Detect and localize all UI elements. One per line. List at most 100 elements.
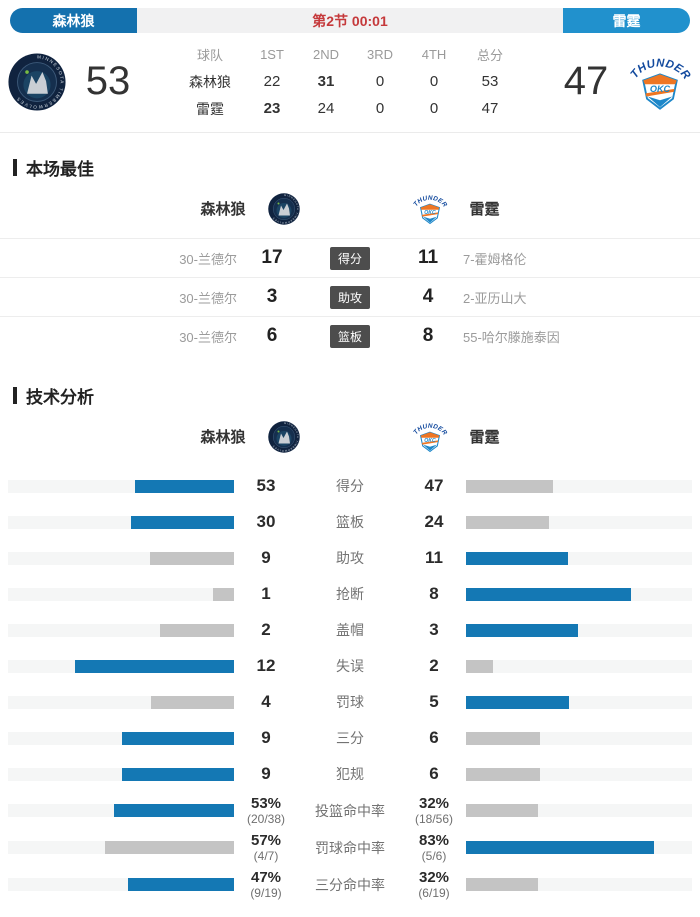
best-stat-badge: 篮板 xyxy=(329,324,370,348)
stat-away-value: 5 xyxy=(429,692,439,712)
stat-bar-away xyxy=(466,587,632,601)
home-team-tab[interactable]: 森林狼 xyxy=(10,8,137,33)
stat-bar-home xyxy=(122,731,234,745)
title-bar-mark xyxy=(13,158,17,176)
best-stat-badge-wrap: 得分 xyxy=(307,246,393,270)
quarters-score-cell: 0 xyxy=(375,73,385,90)
quarters-score-cell: 0 xyxy=(375,100,385,117)
best-section-title: 本场最佳 xyxy=(0,157,700,179)
stat-bar-home-track xyxy=(8,767,234,781)
stat-bar-away-track xyxy=(466,695,692,709)
thunder-logo-icon xyxy=(412,192,448,225)
stat-row: 47% (9/19) 三分命中率 32% (6/19) xyxy=(8,866,692,903)
stat-label: 三分命中率 xyxy=(315,876,385,893)
stat-row: 9 犯规 6 xyxy=(8,756,692,792)
scoreboard: 53 球队 1ST 2ND 3RD 4TH 总分 森林狼 22 31 0 0 53 雷霆 23 24 0 0 47… xyxy=(0,33,700,133)
stat-bar-away-track xyxy=(466,587,692,601)
stat-away-pct: 83% xyxy=(418,831,450,849)
stat-home-detail: (9/19) xyxy=(250,885,282,900)
stat-away-detail: (18/56) xyxy=(414,811,454,826)
stat-home-pct: 57% xyxy=(250,831,282,849)
stat-away-pct: 32% xyxy=(418,794,450,812)
best-home-value: 6 xyxy=(266,325,278,346)
stat-label: 篮板 xyxy=(336,514,364,530)
stat-bar-away xyxy=(466,551,569,565)
stat-bar-home xyxy=(127,878,234,891)
stat-bar-away-track xyxy=(466,804,692,817)
stat-bar-away xyxy=(466,878,539,891)
best-home-player: 30-兰德尔 xyxy=(179,290,237,306)
stat-away-pct: 32% xyxy=(418,868,450,886)
stat-row: 53% (20/38) 投篮命中率 32% (18/56) xyxy=(8,792,692,829)
quarters-score-cell: 23 xyxy=(263,100,281,117)
stat-bar-away xyxy=(466,731,541,745)
stat-home-value: 30 xyxy=(256,512,276,532)
best-stat-badge-wrap: 助攻 xyxy=(307,285,393,309)
quarters-score-cell: 22 xyxy=(263,73,281,90)
analysis-section-title: 技术分析 xyxy=(0,385,700,407)
best-home-value: 17 xyxy=(261,247,283,268)
timberwolves-logo-icon xyxy=(268,421,300,453)
stat-label: 罚球命中率 xyxy=(315,839,385,856)
stat-bar-away xyxy=(466,695,570,709)
stat-home-value: 57% (4/7) xyxy=(234,833,298,862)
best-away-value: 11 xyxy=(417,247,439,268)
quarters-score-cell: 31 xyxy=(317,73,335,90)
stat-bar-away xyxy=(466,515,549,529)
stat-bar-home-track xyxy=(8,587,234,601)
quarters-header-cell: 球队 xyxy=(196,48,223,63)
timberwolves-logo-icon xyxy=(8,53,66,111)
quarters-score-cell: 0 xyxy=(429,100,439,117)
stat-bar-away xyxy=(466,659,493,673)
home-score: 53 xyxy=(85,59,131,103)
stat-bar-away-track xyxy=(466,767,692,781)
quarters-header-row: 球队 1ST 2ND 3RD 4TH 总分 xyxy=(175,41,519,68)
best-rows: 30-兰德尔 17 得分 11 7-霍姆格伦 30-兰德尔 3 助攻 4 2-亚历山大 30-兰德尔… xyxy=(0,239,700,355)
stat-bar-home xyxy=(135,479,234,493)
best-stat-badge: 助攻 xyxy=(329,285,370,309)
stat-row: 57% (4/7) 罚球命中率 83% (5/6) xyxy=(8,829,692,866)
away-score: 47 xyxy=(563,59,609,103)
best-home-player: 30-兰德尔 xyxy=(179,329,237,345)
quarters-team-name: 森林狼 xyxy=(189,73,231,90)
stat-label: 犯规 xyxy=(336,766,364,782)
stat-row: 9 三分 6 xyxy=(8,720,692,756)
stat-away-value: 47 xyxy=(424,476,444,496)
away-team-tab[interactable]: 雷霆 xyxy=(563,8,690,33)
stat-bar-home xyxy=(151,695,234,709)
stat-bar-home-track xyxy=(8,878,234,891)
analysis-home-label: 森林狼 xyxy=(200,429,246,446)
stat-label: 得分 xyxy=(336,478,364,494)
stat-away-value: 6 xyxy=(429,764,439,784)
stat-bar-home xyxy=(114,804,234,817)
stat-row: 9 助攻 11 xyxy=(8,540,692,576)
stat-away-value: 2 xyxy=(429,656,439,676)
stat-bar-away-track xyxy=(466,731,692,745)
stat-bar-home xyxy=(150,551,234,565)
quarters-row: 雷霆 23 24 0 0 47 xyxy=(175,95,519,122)
stat-away-value: 83% (5/6) xyxy=(402,833,466,862)
stat-row: 30 篮板 24 xyxy=(8,504,692,540)
stat-bar-away xyxy=(466,479,554,493)
stat-bar-away xyxy=(466,623,578,637)
stat-home-detail: (4/7) xyxy=(253,848,279,863)
stat-home-value: 4 xyxy=(261,692,271,712)
stat-bar-home xyxy=(213,587,234,601)
best-away-player: 55-哈尔滕施泰因 xyxy=(463,329,560,345)
quarters-score-cell: 53 xyxy=(481,73,499,90)
stat-home-pct: 47% xyxy=(250,868,282,886)
stat-bar-home xyxy=(105,841,234,854)
stat-bar-away xyxy=(466,804,539,817)
stat-home-value: 53 xyxy=(256,476,276,496)
quarters-header-cell: 3RD xyxy=(366,47,393,62)
stat-bar-home-track xyxy=(8,623,234,637)
stat-bar-away-track xyxy=(466,479,692,493)
stat-bar-home-track xyxy=(8,479,234,493)
best-away-value: 4 xyxy=(422,286,434,307)
quarters-score-cell: 24 xyxy=(317,100,335,117)
period-clock: 第2节 00:01 xyxy=(312,12,388,29)
stat-away-value: 6 xyxy=(429,728,439,748)
stat-home-pct: 53% xyxy=(250,794,282,812)
stat-label: 盖帽 xyxy=(336,622,364,638)
stat-row: 12 失误 2 xyxy=(8,648,692,684)
